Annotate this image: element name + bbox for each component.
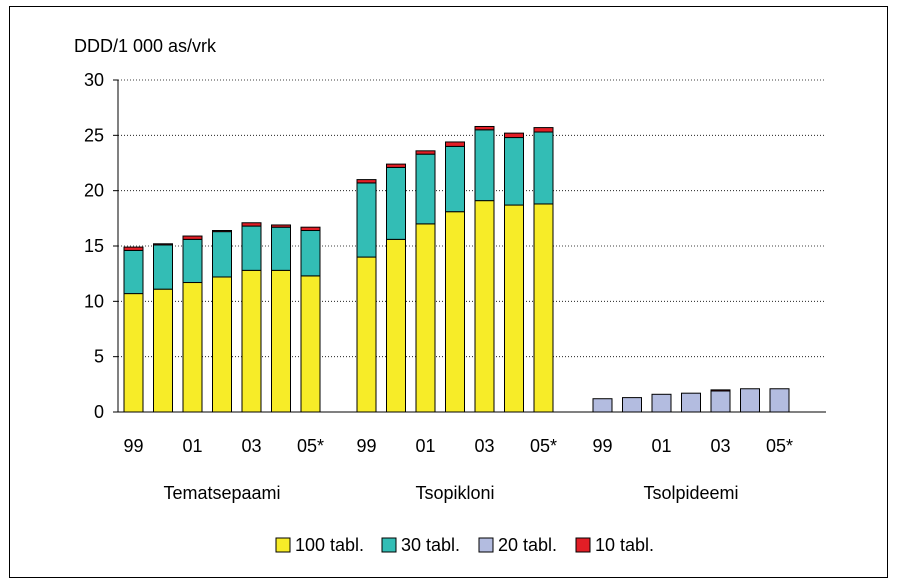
y-tick-label-10: 10 [84, 291, 104, 311]
x-tick-label-0-01: 01 [182, 436, 202, 456]
bar-tsolpideemi-04-s2 [740, 388, 760, 413]
gridlines [118, 79, 826, 358]
bar-tematsepaami-03-s3 [241, 222, 262, 227]
bar-tematsepaami-01-s0 [182, 282, 203, 413]
bar-tsolpideemi-99-s2 [592, 398, 613, 413]
bar-tematsepaami-05-s1 [300, 230, 321, 277]
legend-label-0: 100 tabl. [295, 535, 364, 555]
bar-tsolpideemi-05-s2 [769, 388, 790, 413]
bars [123, 125, 790, 413]
bar-tematsepaami-04-s0 [271, 269, 291, 413]
bar-tsopikloni-04-s3 [504, 132, 524, 139]
legend-label-1: 30 tabl. [401, 535, 460, 555]
bar-tsopikloni-00-s1 [386, 166, 406, 240]
bar-tematsepaami-05-s3 [300, 226, 321, 232]
bar-tsopikloni-05-s3 [533, 127, 554, 133]
x-tick-label-0-03: 03 [241, 436, 261, 456]
bar-tsopikloni-99-s3 [356, 179, 377, 184]
x-tick-label-1-03: 03 [474, 436, 494, 456]
bar-tematsepaami-02-s1 [212, 231, 232, 278]
legend-label-2: 20 tabl. [498, 535, 557, 555]
y-tick-label-20: 20 [84, 181, 104, 201]
bar-tematsepaami-99-s0 [123, 293, 144, 413]
bar-tsopikloni-03-s3 [474, 125, 495, 131]
bar-tematsepaami-02-s3 [212, 230, 232, 233]
bar-tsopikloni-01-s0 [415, 223, 436, 413]
bar-tsopikloni-99-s1 [356, 182, 377, 258]
bar-tsopikloni-01-s3 [415, 150, 436, 155]
bar-tematsepaami-04-s3 [271, 224, 291, 228]
bar-tematsepaami-03-s1 [241, 225, 262, 271]
group-label-tsolpideemi: Tsolpideemi [643, 483, 738, 503]
bar-tsopikloni-02-s3 [445, 141, 465, 147]
bar-tematsepaami-99-s3 [123, 246, 144, 251]
x-tick-label-1-01: 01 [415, 436, 435, 456]
bar-tsopikloni-01-s1 [415, 153, 436, 225]
axes [113, 79, 826, 413]
legend-label-3: 10 tabl. [595, 535, 654, 555]
group-label-tematsepaami: Tematsepaami [163, 483, 280, 503]
y-axis-label: DDD/1 000 as/vrk [74, 36, 217, 56]
bar-tematsepaami-00-s3 [153, 243, 173, 246]
bar-tsolpideemi-02-s2 [681, 392, 701, 413]
legend-swatch-3 [575, 537, 591, 553]
bar-tsopikloni-05-s0 [533, 203, 554, 413]
bar-tematsepaami-05-s0 [300, 275, 321, 413]
bar-tematsepaami-03-s0 [241, 269, 262, 413]
y-tick-label-25: 25 [84, 125, 104, 145]
bar-tsopikloni-03-s0 [474, 200, 495, 413]
x-tick-label-2-99: 99 [592, 436, 612, 456]
x-tick-label-2-03: 03 [710, 436, 730, 456]
bar-tsolpideemi-01-s2 [651, 393, 672, 413]
bar-tematsepaami-02-s0 [212, 276, 232, 413]
x-tick-labels: 99 01 03 05* 99 01 03 05* 99 01 03 05* [123, 436, 793, 456]
y-tick-label-15: 15 [84, 236, 104, 256]
y-tick-label-5: 5 [94, 347, 104, 367]
y-tick-label-30: 30 [84, 70, 104, 90]
bar-tsopikloni-02-s0 [445, 211, 465, 413]
bar-tsopikloni-00-s0 [386, 238, 406, 413]
bar-tsopikloni-03-s1 [474, 129, 495, 202]
bar-tsolpideemi-03-s2 [710, 390, 731, 413]
x-tick-label-0-05s: 05* [297, 436, 324, 456]
group-label-tsopikloni: Tsopikloni [415, 483, 494, 503]
bar-tsopikloni-04-s0 [504, 204, 524, 413]
bar-tsolpideemi-00-s2 [622, 397, 642, 413]
bar-tematsepaami-01-s3 [182, 235, 203, 240]
legend-swatch-0 [275, 537, 291, 553]
legend-swatch-1 [381, 537, 397, 553]
x-tick-label-0-99: 99 [123, 436, 143, 456]
bar-tematsepaami-99-s1 [123, 249, 144, 295]
bar-tsolpideemi-03-s3 [710, 389, 731, 392]
x-tick-label-2-01: 01 [651, 436, 671, 456]
bar-tematsepaami-04-s1 [271, 226, 291, 271]
x-tick-label-1-99: 99 [356, 436, 376, 456]
y-tick-labels: 0 5 10 15 20 25 30 [84, 70, 104, 422]
bar-tsopikloni-00-s3 [386, 163, 406, 168]
bar-tsopikloni-02-s1 [445, 145, 465, 213]
bar-tsopikloni-99-s0 [356, 256, 377, 413]
group-labels: Tematsepaami Tsopikloni Tsolpideemi [163, 483, 738, 503]
y-tick-label-0: 0 [94, 402, 104, 422]
x-tick-label-1-05s: 05* [530, 436, 557, 456]
bar-tsopikloni-05-s1 [533, 131, 554, 205]
bar-tematsepaami-01-s1 [182, 238, 203, 284]
bar-tematsepaami-00-s0 [153, 288, 173, 413]
x-tick-label-2-05s: 05* [766, 436, 793, 456]
bar-tematsepaami-00-s1 [153, 244, 173, 290]
bar-tsopikloni-04-s1 [504, 137, 524, 206]
legend: 100 tabl. 30 tabl. 20 tabl. 10 tabl. [275, 535, 654, 555]
legend-swatch-2 [478, 537, 494, 553]
